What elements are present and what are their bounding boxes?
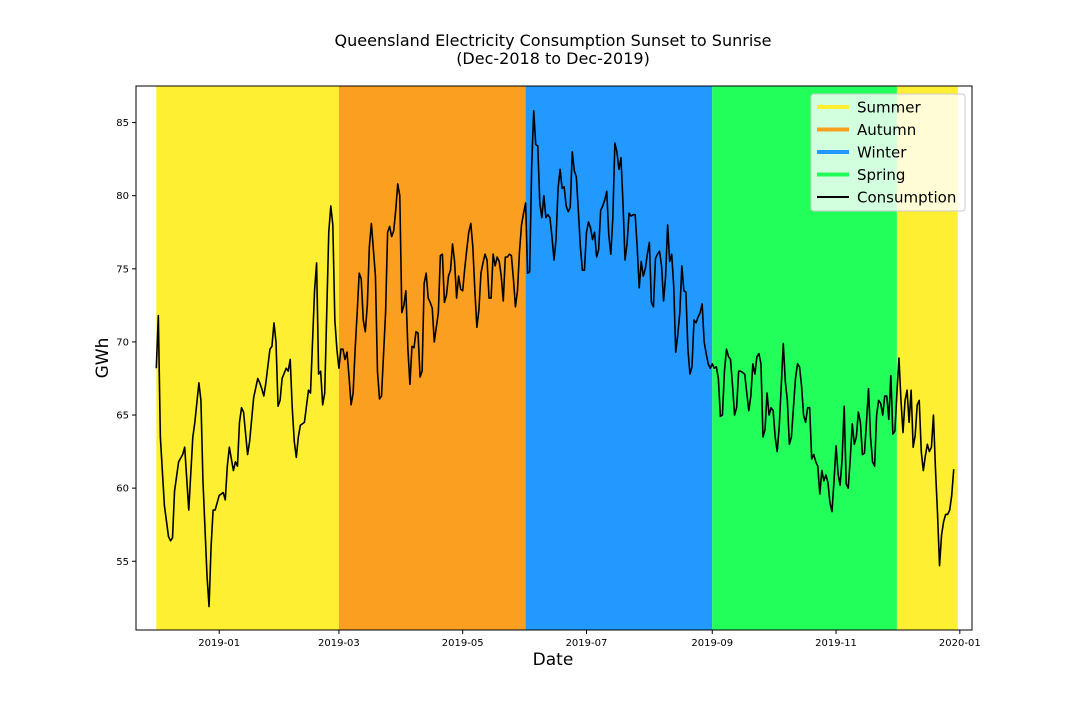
y-tick-label: 65 [116,411,129,422]
legend-label-summer: Summer [857,99,921,117]
chart-title: Queensland Electricity Consumption Sunse… [335,31,772,50]
y-tick-label: 55 [116,557,129,568]
legend-box [810,93,966,212]
y-tick-label: 70 [116,337,129,348]
series-layer [155,110,955,608]
legend-label-spring: Spring [857,166,905,184]
y-tick-label: 75 [116,264,129,275]
y-tick-label: 85 [116,118,129,129]
y-tick-label: 80 [116,191,129,202]
y-tick-label: 60 [116,484,129,495]
y-axis-ticks: 55 60 65 70 75 80 85 [116,118,136,568]
legend-label-consumption: Consumption [857,189,956,207]
chart-subtitle: (Dec-2018 to Dec-2019) [456,49,650,68]
season-band-summer-0 [156,86,339,630]
x-tick-label: 2020-01 [939,638,981,649]
y-axis-label: GWh [93,338,113,379]
legend-label-autumn: Autumn [857,121,916,139]
season-band-winter-2 [525,86,713,630]
x-tick-label: 2019-11 [815,638,857,649]
legend-label-winter: Winter [857,144,907,162]
x-tick-label: 2019-01 [198,638,240,649]
x-tick-label: 2019-07 [566,638,608,649]
x-tick-label: 2019-05 [442,638,484,649]
plot-frame [135,85,973,631]
season-band-autumn-1 [338,86,526,630]
x-tick-label: 2019-03 [318,638,360,649]
x-axis-ticks: 2019-01 2019-03 2019-05 2019-07 2019-09 2019-… [198,630,981,649]
x-tick-label: 2019-09 [691,638,733,649]
x-axis-label: Date [533,650,574,670]
series-line-consumption [155,110,955,608]
legend: Summer Autumn Winter Spring Consumption [810,93,966,212]
